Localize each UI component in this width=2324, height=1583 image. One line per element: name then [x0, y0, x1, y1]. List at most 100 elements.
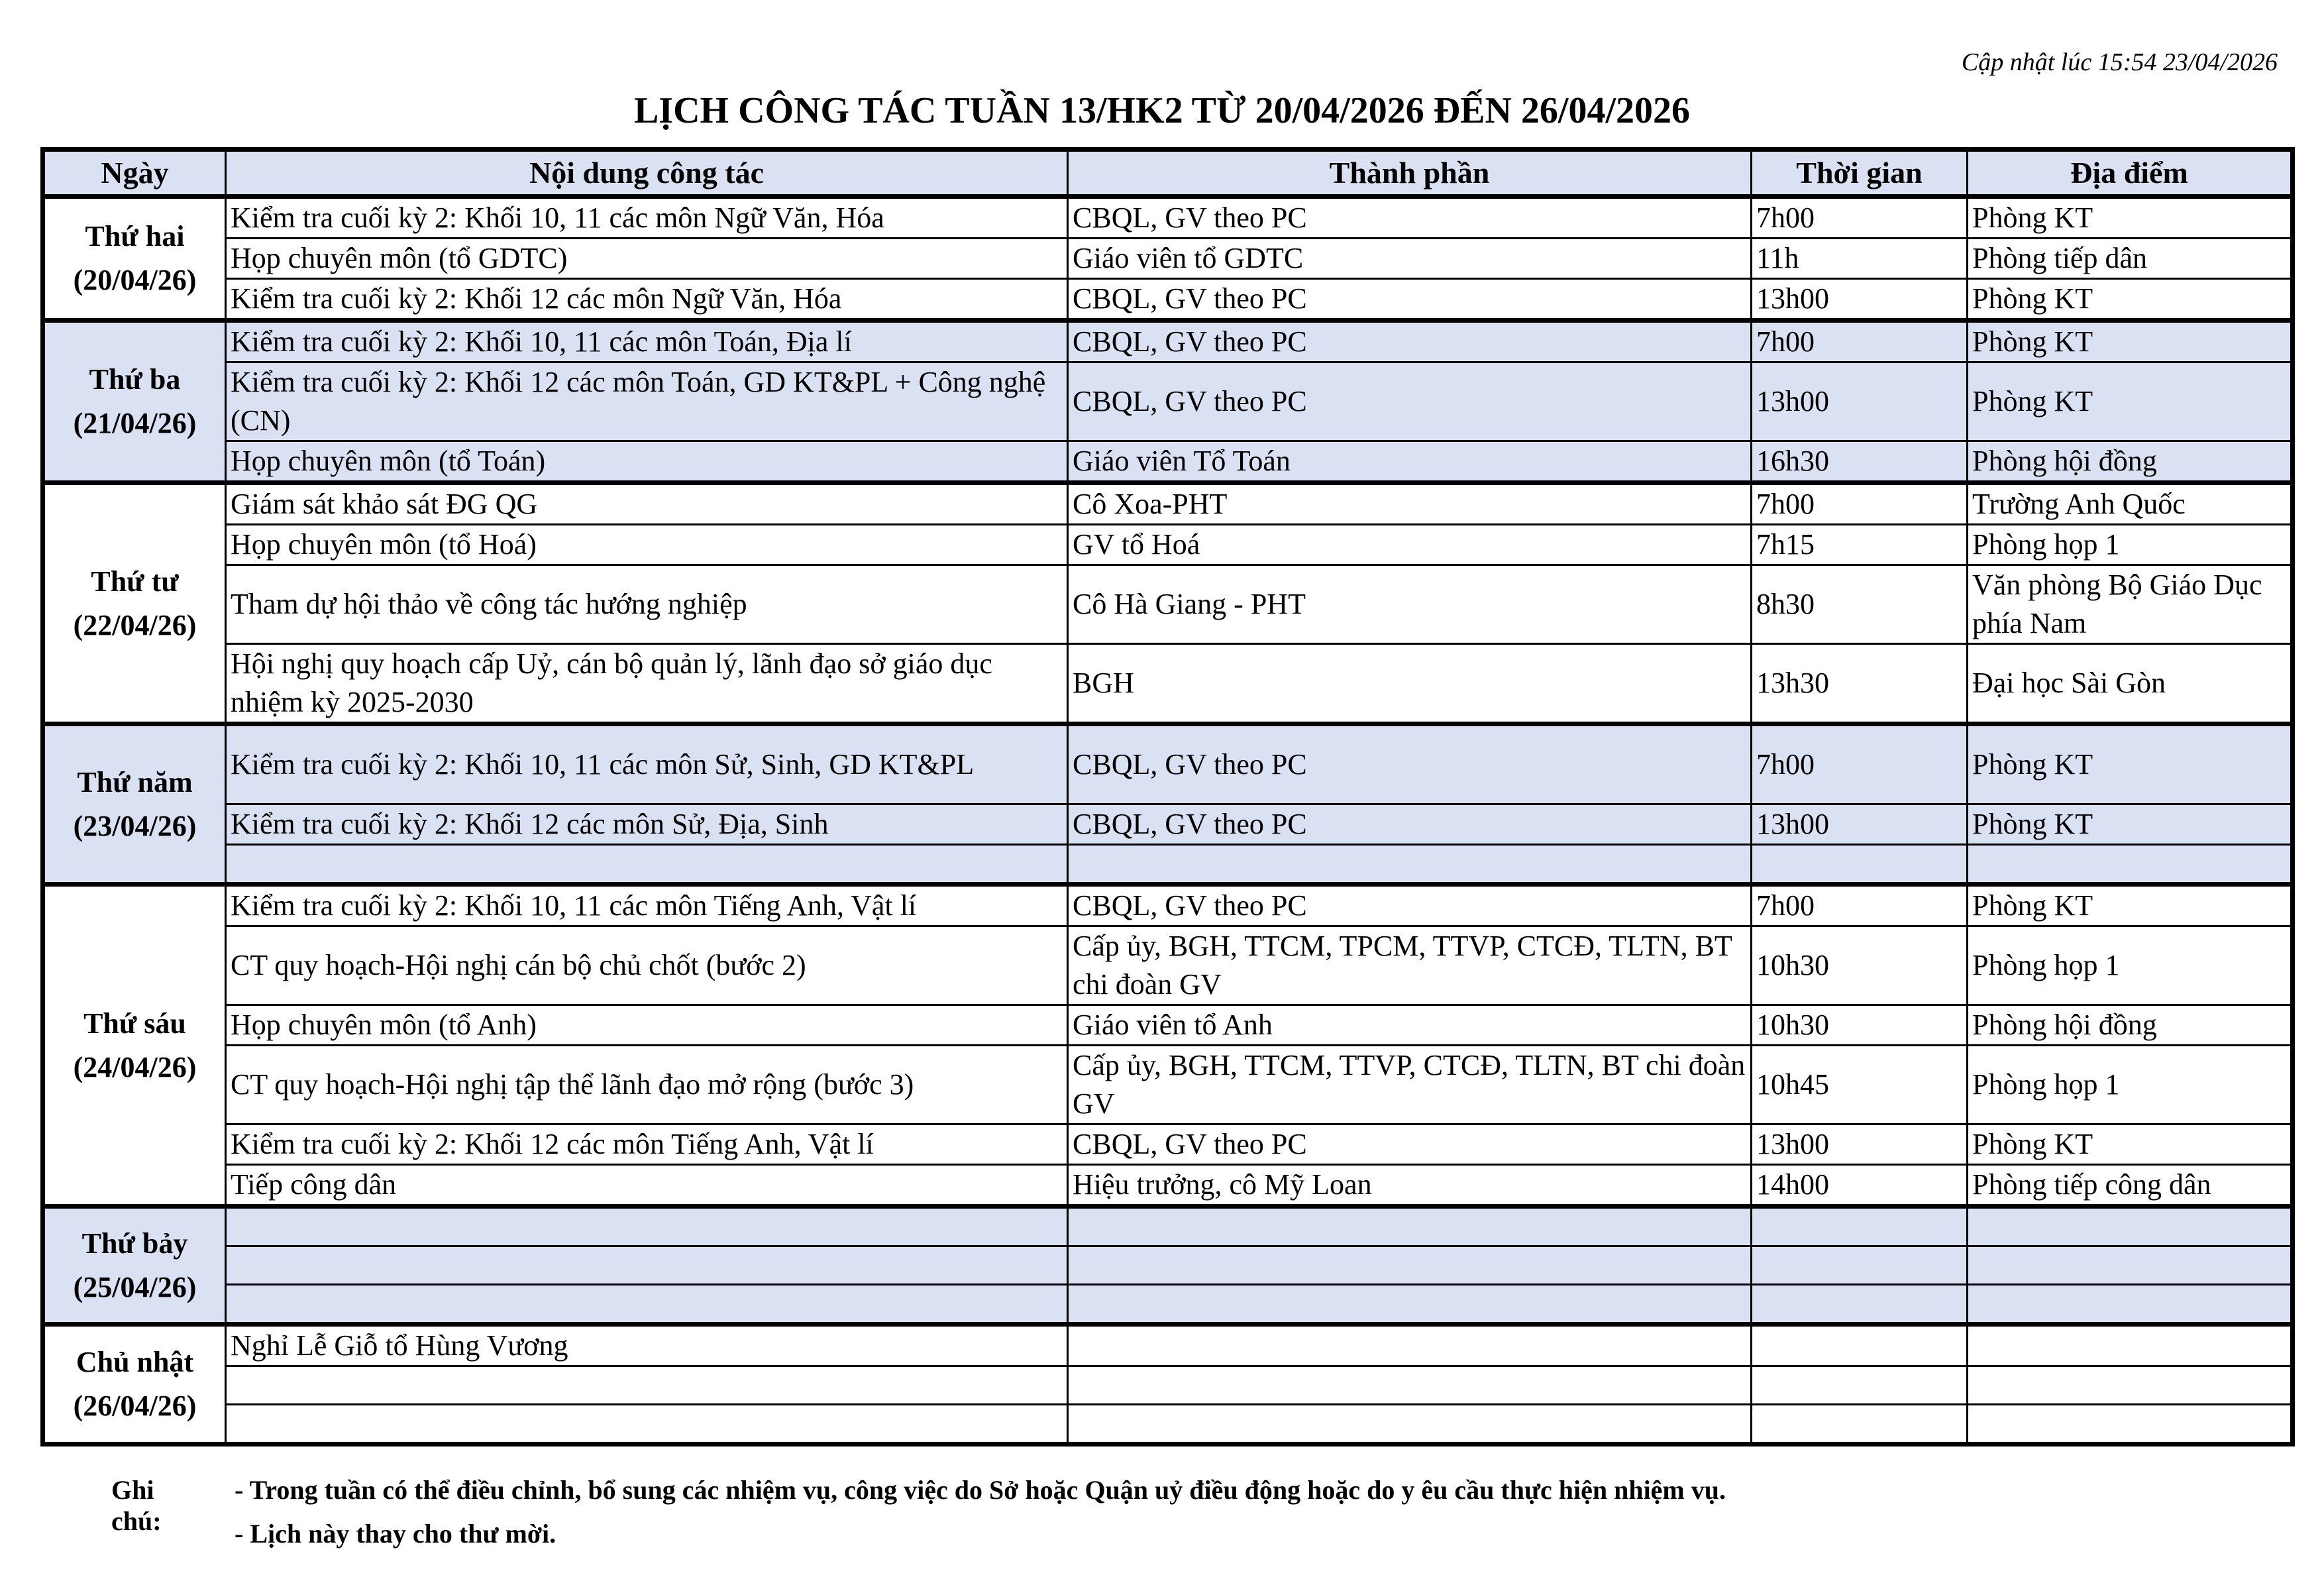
members-cell: CBQL, GV theo PC	[1067, 722, 1752, 805]
place-cell	[1966, 1204, 2294, 1247]
day-name: Thứ sáu	[83, 1007, 186, 1040]
members-cell: Giáo viên tổ Anh	[1067, 1004, 1752, 1046]
place-cell: Phòng KT	[1966, 803, 2294, 846]
place-cell: Phòng KT	[1966, 361, 2294, 442]
members-cell: CBQL, GV theo PC	[1067, 278, 1752, 321]
day-name: Thứ năm	[77, 765, 193, 798]
day-date: (25/04/26)	[73, 1270, 197, 1303]
place-cell: Phòng họp 1	[1966, 1044, 2294, 1125]
members-cell: Cấp ủy, BGH, TTCM, TPCM, TTVP, CTCĐ, TLT…	[1067, 925, 1752, 1006]
table-row	[43, 1245, 2294, 1285]
content-cell: Họp chuyên môn (tổ Hoá)	[225, 523, 1069, 566]
time-cell: 7h00	[1750, 480, 1968, 525]
time-cell: 13h00	[1750, 803, 1968, 846]
members-cell: Cô Hà Giang - PHT	[1067, 564, 1752, 645]
time-cell	[1750, 1283, 1968, 1325]
day-cell: Thứ ba (21/04/26)	[42, 318, 227, 484]
time-cell: 7h15	[1750, 523, 1968, 566]
members-cell: CBQL, GV theo PC	[1067, 194, 1752, 239]
table-row: Thứ ba (21/04/26) Kiểm tra cuối kỳ 2: Khối…	[42, 318, 2294, 484]
table-row: Họp chuyên môn (tổ Toán) Giáo viên Tổ Toá…	[43, 440, 2294, 484]
table-row: Hội nghị quy hoạch cấp Uỷ, cán bộ quản l…	[43, 643, 2294, 725]
time-cell	[1750, 844, 1968, 885]
table-row: Kiểm tra cuối kỳ 2: Khối 12 các môn Toán…	[43, 361, 2294, 442]
table-row: Kiểm tra cuối kỳ 2: Khối 12 các môn Ngữ …	[43, 278, 2294, 321]
table-row: Thứ sáu (24/04/26) Kiểm tra cuối kỳ 2: Khố…	[42, 882, 2294, 1207]
members-cell: Cô Xoa-PHT	[1067, 480, 1752, 525]
time-cell: 13h30	[1750, 643, 1968, 725]
members-cell	[1067, 1403, 1752, 1445]
day-name: Thứ hai	[85, 220, 185, 252]
place-cell	[1966, 1245, 2294, 1285]
day-date: (21/04/26)	[73, 407, 197, 439]
time-cell: 7h00	[1750, 882, 1968, 927]
members-cell: Hiệu trưởng, cô Mỹ Loan	[1067, 1164, 1752, 1207]
table-row	[43, 1283, 2294, 1325]
schedule-body: Thứ hai (20/04/26) Kiểm tra cuối kỳ 2: Khố…	[42, 194, 2294, 1445]
place-cell	[1966, 1403, 2294, 1445]
members-cell: Giáo viên tổ GDTC	[1067, 237, 1752, 280]
day-cell: Thứ bảy (25/04/26)	[42, 1204, 227, 1325]
content-cell: Họp chuyên môn (tổ Anh)	[225, 1004, 1069, 1046]
content-cell: Họp chuyên môn (tổ Toán)	[225, 440, 1069, 484]
table-row: Họp chuyên môn (tổ Anh) Giáo viên tổ Anh 1…	[43, 1004, 2294, 1046]
place-cell: Trường Anh Quốc	[1966, 480, 2294, 525]
content-cell: Tiếp công dân	[225, 1164, 1069, 1207]
time-cell: 13h00	[1750, 278, 1968, 321]
time-cell: 7h00	[1750, 194, 1968, 239]
header-time: Thời gian	[1750, 148, 1968, 199]
content-cell: Họp chuyên môn (tổ GDTC)	[225, 237, 1069, 280]
table-row: CT quy hoạch-Hội nghị tập thể lãnh đạo m…	[43, 1044, 2294, 1125]
time-cell	[1750, 1322, 1968, 1367]
table-row: Thứ bảy (25/04/26)	[42, 1204, 2294, 1325]
members-cell	[1067, 1365, 1752, 1405]
place-cell	[1966, 844, 2294, 885]
table-row: Tham dự hội thảo về công tác hướng nghiệ…	[43, 564, 2294, 645]
day-cell: Chủ nhật (26/04/26)	[42, 1322, 227, 1445]
day-date: (22/04/26)	[73, 608, 197, 641]
day-cell: Thứ tư (22/04/26)	[42, 480, 227, 725]
members-cell: CBQL, GV theo PC	[1067, 318, 1752, 363]
day-name: Thứ bảy	[81, 1227, 188, 1260]
place-cell: Phòng hội đồng	[1966, 440, 2294, 484]
time-cell: 7h00	[1750, 722, 1968, 805]
day-name: Thứ tư	[91, 565, 179, 598]
time-cell: 14h00	[1750, 1164, 1968, 1207]
members-cell	[1067, 844, 1752, 885]
table-row	[43, 1365, 2294, 1405]
table-row: CT quy hoạch-Hội nghị cán bộ chủ chốt (b…	[43, 925, 2294, 1006]
day-cell: Thứ hai (20/04/26)	[42, 194, 227, 321]
table-row: Tiếp công dân Hiệu trưởng, cô Mỹ Loan 14h0…	[43, 1164, 2294, 1207]
members-cell: CBQL, GV theo PC	[1067, 1123, 1752, 1166]
place-cell	[1966, 1322, 2294, 1367]
time-cell	[1750, 1245, 1968, 1285]
content-cell	[225, 1245, 1069, 1285]
content-cell: Kiểm tra cuối kỳ 2: Khối 10, 11 các môn …	[225, 722, 1069, 805]
place-cell: Phòng KT	[1966, 882, 2294, 927]
updated-timestamp: Cập nhật lúc 15:54 23/04/2026	[1961, 48, 2278, 76]
table-row: Thứ hai (20/04/26) Kiểm tra cuối kỳ 2: Khố…	[42, 194, 2294, 321]
day-date: (26/04/26)	[73, 1390, 197, 1422]
day-date: (23/04/26)	[73, 809, 197, 842]
content-cell: Kiểm tra cuối kỳ 2: Khối 12 các môn Ngữ …	[225, 278, 1069, 321]
place-cell: Phòng KT	[1966, 318, 2294, 363]
place-cell: Văn phòng Bộ Giáo Dục phía Nam	[1966, 564, 2294, 645]
table-row	[43, 844, 2294, 885]
header-members: Thành phần	[1067, 148, 1752, 199]
day-cell: Thứ sáu (24/04/26)	[42, 882, 227, 1207]
note-item: - Lịch này thay cho thư mời.	[235, 1519, 556, 1549]
place-cell: Phòng hội đồng	[1966, 1004, 2294, 1046]
time-cell: 7h00	[1750, 318, 1968, 363]
table-row: Kiểm tra cuối kỳ 2: Khối 12 các môn Sử, …	[43, 803, 2294, 846]
schedule-table: Ngày Nội dung công tác Thành phần Thời g…	[40, 147, 2295, 1447]
place-cell: Phòng tiếp dân	[1966, 237, 2294, 280]
table-row	[43, 1403, 2294, 1445]
table-row: Kiểm tra cuối kỳ 2: Khối 12 các môn Tiến…	[43, 1123, 2294, 1166]
place-cell: Phòng KT	[1966, 1123, 2294, 1166]
day-cell: Thứ năm (23/04/26)	[42, 722, 227, 885]
place-cell: Phòng họp 1	[1966, 523, 2294, 566]
place-cell	[1966, 1283, 2294, 1325]
header-day: Ngày	[42, 148, 227, 199]
header-content: Nội dung công tác	[225, 148, 1069, 199]
members-cell	[1067, 1283, 1752, 1325]
